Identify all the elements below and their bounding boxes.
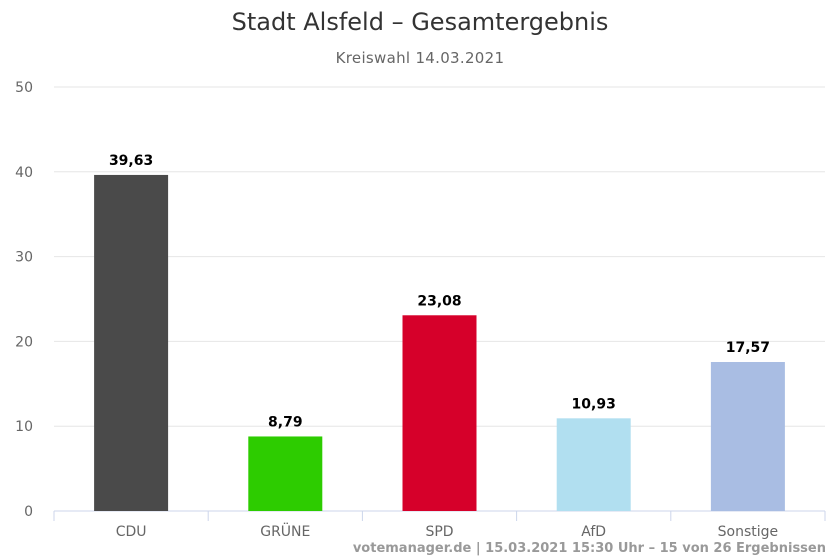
- x-tick-label: SPD: [425, 524, 453, 540]
- y-tick-label: 10: [15, 419, 33, 435]
- bar-cdu: [94, 174, 169, 511]
- credits-text[interactable]: votemanager.de | 15.03.2021 15:30 Uhr – …: [352, 541, 826, 556]
- bar-grüne: [248, 436, 323, 511]
- y-tick-label: 30: [15, 250, 33, 266]
- chart-title: Stadt Alsfeld – Gesamtergebnis: [231, 8, 609, 36]
- chart-subtitle: Kreiswahl 14.03.2021: [335, 49, 505, 67]
- x-tick-label: GRÜNE: [260, 522, 310, 540]
- y-tick-label: 40: [15, 165, 33, 181]
- data-label: 39,63: [109, 153, 153, 169]
- data-label: 10,93: [572, 396, 616, 412]
- bar-afd: [556, 418, 631, 511]
- x-tick-label: CDU: [116, 524, 147, 540]
- y-tick-label: 50: [15, 80, 33, 96]
- bar-spd: [402, 315, 477, 511]
- data-label: 17,57: [726, 340, 770, 356]
- x-tick-label: AfD: [581, 524, 606, 540]
- y-tick-label: 20: [15, 334, 33, 350]
- data-label: 8,79: [268, 414, 303, 430]
- data-label: 23,08: [417, 293, 461, 309]
- x-tick-label: Sonstige: [718, 524, 779, 540]
- bar-sonstige: [710, 362, 785, 511]
- y-tick-label: 0: [24, 504, 33, 520]
